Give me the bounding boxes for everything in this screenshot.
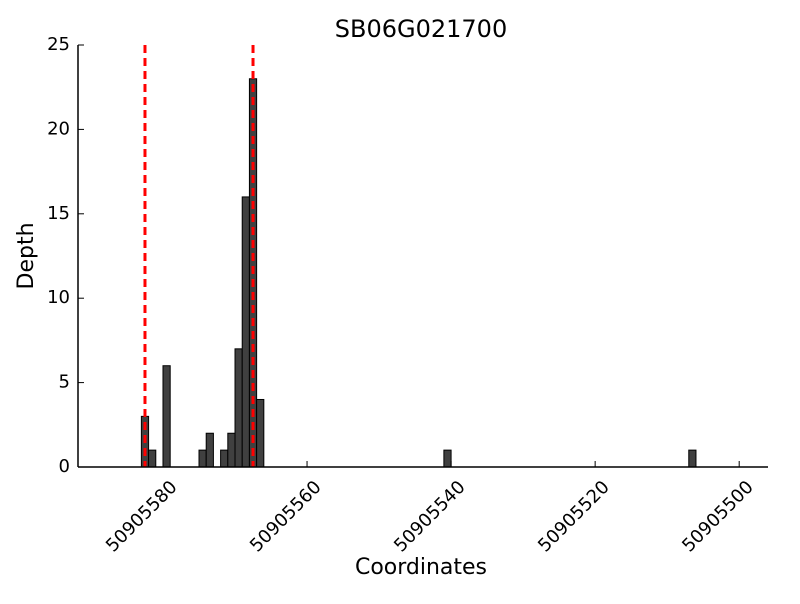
y-tick-label: 5 (59, 372, 70, 393)
bar (256, 398, 265, 468)
bar (688, 449, 697, 468)
y-tick-label: 20 (47, 118, 70, 139)
bar (234, 348, 243, 468)
x-tick-label: 50905540 (390, 477, 470, 557)
x-axis-label: Coordinates (355, 555, 487, 580)
x-tick-label: 50905500 (678, 477, 758, 557)
bar (227, 432, 236, 468)
chart-title: SB06G021700 (335, 15, 507, 43)
y-tick-label: 0 (59, 456, 70, 477)
bar (162, 365, 171, 468)
bar (220, 449, 229, 468)
y-tick-label: 15 (47, 203, 70, 224)
bar (198, 449, 207, 468)
x-tick-label: 50905560 (246, 477, 326, 557)
x-tick-label: 50905580 (102, 477, 182, 557)
x-tick-label: 50905520 (534, 477, 614, 557)
y-tick-label: 25 (47, 34, 70, 55)
bar (241, 196, 250, 468)
bar (205, 432, 214, 468)
bar (148, 449, 157, 468)
y-axis-label: Depth (14, 222, 39, 289)
y-tick-label: 10 (47, 287, 70, 308)
bar (443, 449, 452, 468)
